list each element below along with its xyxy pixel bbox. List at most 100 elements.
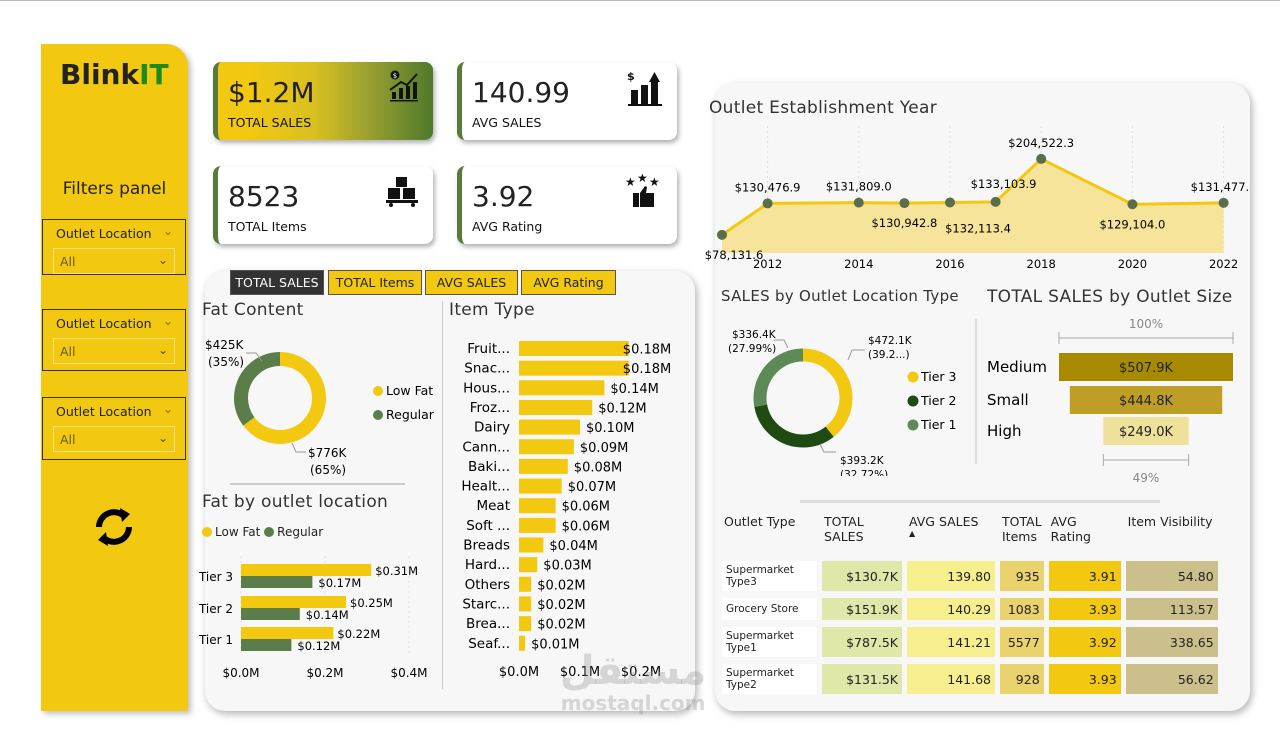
chevron-down-icon[interactable]: ⌄ xyxy=(157,253,168,267)
outlet-location-dropdown-3[interactable]: All ⌄ xyxy=(53,426,175,452)
column-header-total-sales[interactable]: TOTAL SALES xyxy=(824,514,864,544)
bracket xyxy=(1058,332,1234,344)
bar xyxy=(519,498,556,514)
data-label: $0.18M xyxy=(623,343,671,358)
slice-pct: (32.72%) xyxy=(840,469,888,476)
data-point xyxy=(853,197,864,208)
bar-regular xyxy=(241,608,300,620)
kpi-caption: AVG Rating xyxy=(472,219,543,234)
data-label: $0.31M xyxy=(375,564,418,578)
table-row[interactable]: Supermarket Type2 $131.5K 141.68 928 3.93 56.… xyxy=(722,664,1218,694)
divider xyxy=(800,500,1160,503)
cell-avg-rating: 3.93 xyxy=(1048,598,1121,620)
outlet-location-dropdown-2[interactable]: All ⌄ xyxy=(53,338,175,364)
data-point xyxy=(899,198,910,209)
column-header-total-items[interactable]: TOTAL Items xyxy=(1002,514,1042,544)
bar xyxy=(519,537,544,553)
column-header-avg-rating[interactable]: AVG Rating xyxy=(1050,514,1091,544)
category-label: Baki... xyxy=(468,459,510,475)
category-label: Healt... xyxy=(461,479,510,495)
slice-pct: (27.99%) xyxy=(728,343,776,355)
data-label: $133,103.9 xyxy=(971,177,1037,191)
legend-item-low-fat[interactable]: Low Fat xyxy=(202,525,260,539)
leader-line xyxy=(774,339,789,349)
data-label: $0.22M xyxy=(337,627,380,641)
chevron-down-icon[interactable]: ⌄ xyxy=(157,343,168,357)
tab-total-items[interactable]: TOTAL Items xyxy=(328,270,422,295)
column-header-avg-sales[interactable]: AVG SALES ▲ xyxy=(907,514,995,554)
bottom-percent-label: 49% xyxy=(1133,471,1160,485)
x-tick-label: 2012 xyxy=(753,257,782,271)
tab-total-sales[interactable]: TOTAL SALES xyxy=(230,270,324,295)
svg-text:$: $ xyxy=(627,70,635,83)
data-label: $130,476.9 xyxy=(735,180,801,194)
bar xyxy=(1103,417,1189,445)
svg-text:★: ★ xyxy=(637,174,648,185)
data-point xyxy=(1218,197,1229,208)
table-row[interactable]: Supermarket Type1 $787.5K 141.21 5577 3.92 33… xyxy=(722,627,1218,657)
location-type-donut-chart: $336.4K (27.99%) $472.1K (39.2...) $393.2K (3… xyxy=(728,329,956,476)
kpi-value: 8523 xyxy=(228,180,300,213)
x-tick-label: $0.4M xyxy=(390,666,427,680)
bar xyxy=(1059,353,1233,381)
tab-avg-sales[interactable]: AVG SALES xyxy=(425,270,518,295)
bar-regular xyxy=(241,576,313,588)
category-label: Tier 3 xyxy=(198,570,233,584)
outlet-location-dropdown-1[interactable]: All ⌄ xyxy=(53,248,175,274)
category-label: Fruit... xyxy=(467,341,510,357)
boxes-cart-icon xyxy=(385,174,419,212)
outlet-location-filter-2[interactable]: Outlet Location ⌄ All ⌄ xyxy=(42,309,186,371)
legend-label: Regular xyxy=(386,407,435,422)
legend-dot xyxy=(907,395,919,407)
kpi-value: 3.92 xyxy=(472,180,535,213)
outlet-location-filter-1[interactable]: Outlet Location ⌄ All ⌄ xyxy=(42,219,186,275)
filters-panel-title: Filters panel xyxy=(62,179,167,199)
kpi-total-sales: $1.2M TOTAL SALES $ xyxy=(213,62,433,140)
establishment-year-area-chart: $78,131.6 $130,476.9 $131,809.0 $130,942.8 $… xyxy=(705,126,1250,271)
data-label: $0.10M xyxy=(586,421,634,436)
dropdown-value: All xyxy=(60,344,76,359)
refresh-icon[interactable] xyxy=(91,504,137,554)
slice-label: $472.1K xyxy=(868,335,913,347)
kpi-avg-sales: 140.99 AVG SALES $ xyxy=(457,62,677,140)
bar-low-fat xyxy=(241,596,346,608)
cell-avg-rating: 3.92 xyxy=(1048,627,1121,657)
category-label: Seaf... xyxy=(468,636,510,652)
data-point xyxy=(717,229,727,240)
dropdown-value: All xyxy=(60,432,76,447)
sort-ascending-icon[interactable]: ▲ xyxy=(909,529,916,538)
bar xyxy=(519,439,574,455)
chevron-down-icon[interactable]: ⌄ xyxy=(162,224,173,238)
cell-total-items: 5577 xyxy=(1000,627,1044,657)
divider xyxy=(975,319,977,464)
category-label: Hard... xyxy=(465,557,510,573)
category-label: Starc... xyxy=(462,596,510,612)
category-label: Froz... xyxy=(470,400,510,416)
chevron-down-icon[interactable]: ⌄ xyxy=(162,314,173,328)
legend-item-regular[interactable]: Regular xyxy=(264,525,323,539)
svg-text:★: ★ xyxy=(649,175,660,189)
column-header-item-visibility[interactable]: Item Visibility xyxy=(1127,514,1213,529)
column-header-outlet-type[interactable]: Outlet Type xyxy=(724,514,796,529)
location-type-title: SALES by Outlet Location Type xyxy=(721,287,959,305)
table-row[interactable]: Grocery Store $151.9K 140.29 1083 3.93 113.57 xyxy=(722,598,1218,620)
tab-avg-rating[interactable]: AVG Rating xyxy=(521,270,616,295)
data-label: $0.14M xyxy=(610,382,658,397)
x-tick-label: 2016 xyxy=(935,257,964,271)
data-label: $0.02M xyxy=(537,578,585,593)
data-label: $0.12M xyxy=(297,639,340,653)
cell-item-visibility: 54.80 xyxy=(1125,561,1218,591)
chevron-down-icon[interactable]: ⌄ xyxy=(162,402,173,416)
cell-total-sales: $151.9K xyxy=(822,598,902,620)
chevron-down-icon[interactable]: ⌄ xyxy=(157,431,168,445)
bar xyxy=(519,596,532,612)
category-label: Small xyxy=(987,391,1029,409)
table-row[interactable]: Supermarket Type3 $130.7K 139.80 935 3.91 54.… xyxy=(722,561,1218,591)
data-point xyxy=(1127,199,1138,210)
bar xyxy=(519,517,556,533)
legend-dot xyxy=(907,419,919,431)
blinkit-logo: BlinkIT xyxy=(60,58,169,91)
slice-label: $776K xyxy=(308,446,348,460)
outlet-location-filter-3[interactable]: Outlet Location ⌄ All ⌄ xyxy=(42,397,186,460)
bar xyxy=(519,478,562,494)
